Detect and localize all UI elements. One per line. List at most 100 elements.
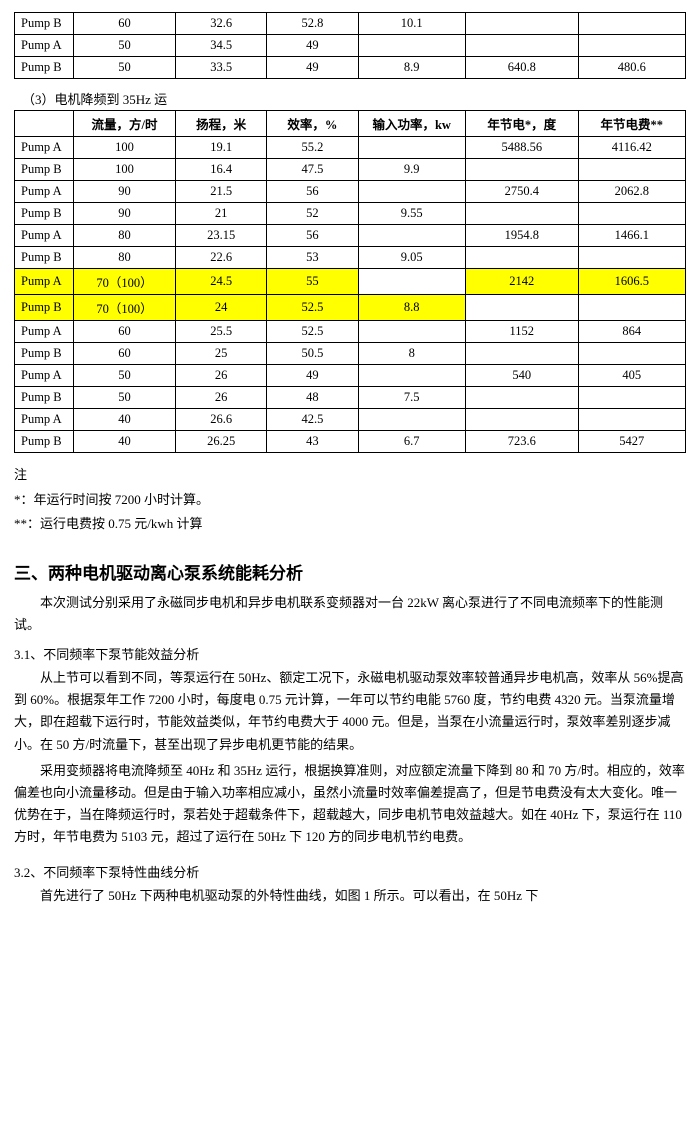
table-header-cell: 效率，% bbox=[267, 111, 358, 137]
table-cell: 8.8 bbox=[358, 295, 465, 321]
table-cell: Pump A bbox=[15, 321, 74, 343]
table-cell: 40 bbox=[74, 431, 176, 453]
table-row: Pump B6032.652.810.1 bbox=[15, 13, 686, 35]
table-cell: Pump A bbox=[15, 137, 74, 159]
table-cell: 42.5 bbox=[267, 409, 358, 431]
subsection-3-2: 3.2、不同频率下泵特性曲线分析 bbox=[14, 862, 686, 881]
table-cell bbox=[465, 247, 578, 269]
table-cell bbox=[578, 409, 685, 431]
table-cell: 50 bbox=[74, 57, 176, 79]
table-cell: 480.6 bbox=[578, 57, 685, 79]
table-cell: 26 bbox=[176, 365, 267, 387]
subsection-3-1: 3.1、不同频率下泵节能效益分析 bbox=[14, 644, 686, 663]
table-cell: 70（100） bbox=[74, 269, 176, 295]
table-cell: 640.8 bbox=[465, 57, 578, 79]
table-cell bbox=[465, 343, 578, 365]
table-header-cell: 年节电费** bbox=[578, 111, 685, 137]
table-cell: 50.5 bbox=[267, 343, 358, 365]
table-cell bbox=[465, 159, 578, 181]
table-cell: 8.9 bbox=[358, 57, 465, 79]
table-cell: Pump B bbox=[15, 387, 74, 409]
table-cell bbox=[578, 387, 685, 409]
table-2: 流量，方/时扬程，米效率，%输入功率，kw年节电*，度年节电费** Pump A… bbox=[14, 110, 686, 453]
table-cell bbox=[578, 295, 685, 321]
table-cell: Pump A bbox=[15, 365, 74, 387]
table-2-header-row: 流量，方/时扬程，米效率，%输入功率，kw年节电*，度年节电费** bbox=[15, 111, 686, 137]
table-cell: 723.6 bbox=[465, 431, 578, 453]
table-header-cell: 年节电*，度 bbox=[465, 111, 578, 137]
table-row: Pump B5033.5498.9640.8480.6 bbox=[15, 57, 686, 79]
table-header-cell bbox=[15, 111, 74, 137]
table-cell: 1152 bbox=[465, 321, 578, 343]
table-cell: 80 bbox=[74, 225, 176, 247]
table-cell: 100 bbox=[74, 159, 176, 181]
table-cell bbox=[578, 159, 685, 181]
table-cell: 49 bbox=[267, 365, 358, 387]
table-cell: 50 bbox=[74, 365, 176, 387]
table-cell bbox=[465, 203, 578, 225]
table-cell: Pump B bbox=[15, 295, 74, 321]
table-cell: 26.25 bbox=[176, 431, 267, 453]
table-cell: 16.4 bbox=[176, 159, 267, 181]
table-cell: Pump A bbox=[15, 269, 74, 295]
table-cell: 864 bbox=[578, 321, 685, 343]
notes: 注 *：年运行时间按 7200 小时计算。 **：运行电费按 0.75 元/kw… bbox=[14, 463, 686, 537]
paragraph-3-2-a: 首先进行了 50Hz 下两种电机驱动泵的外特性曲线，如图 1 所示。可以看出，在… bbox=[14, 885, 686, 907]
table-cell: 90 bbox=[74, 203, 176, 225]
table-cell: 10.1 bbox=[358, 13, 465, 35]
table-cell bbox=[578, 35, 685, 57]
table-cell: Pump A bbox=[15, 35, 74, 57]
table-cell: 540 bbox=[465, 365, 578, 387]
table-cell: 80 bbox=[74, 247, 176, 269]
paragraph-3-1-b: 采用变频器将电流降频至 40Hz 和 35Hz 运行，根据换算准则，对应额定流量… bbox=[14, 760, 686, 848]
table-cell: 60 bbox=[74, 343, 176, 365]
table-cell: 32.6 bbox=[176, 13, 267, 35]
table-row: Pump B602550.58 bbox=[15, 343, 686, 365]
table-cell: 55 bbox=[267, 269, 358, 295]
table-cell bbox=[578, 247, 685, 269]
table-row: Pump A10019.155.25488.564116.42 bbox=[15, 137, 686, 159]
section-3-title: 三、两种电机驱动离心泵系统能耗分析 bbox=[14, 559, 686, 584]
table-cell: 21 bbox=[176, 203, 267, 225]
table-cell: 90 bbox=[74, 181, 176, 203]
table-cell: Pump B bbox=[15, 203, 74, 225]
table-cell bbox=[358, 269, 465, 295]
table-row: Pump B4026.25436.7723.65427 bbox=[15, 431, 686, 453]
table-cell: 7.5 bbox=[358, 387, 465, 409]
table-cell: 25.5 bbox=[176, 321, 267, 343]
table-cell: Pump B bbox=[15, 247, 74, 269]
table-cell: 5427 bbox=[578, 431, 685, 453]
table-cell: 2750.4 bbox=[465, 181, 578, 203]
table-cell: 21.5 bbox=[176, 181, 267, 203]
table-row: Pump B8022.6539.05 bbox=[15, 247, 686, 269]
table-cell: Pump B bbox=[15, 431, 74, 453]
table-cell: Pump A bbox=[15, 225, 74, 247]
table-cell: 4116.42 bbox=[578, 137, 685, 159]
table-cell: 100 bbox=[74, 137, 176, 159]
table-cell: 60 bbox=[74, 13, 176, 35]
table-cell: 49 bbox=[267, 35, 358, 57]
table-cell: Pump B bbox=[15, 57, 74, 79]
table-cell bbox=[358, 35, 465, 57]
table-cell: Pump A bbox=[15, 409, 74, 431]
table-row: Pump B70（100）2452.58.8 bbox=[15, 295, 686, 321]
table-cell: 6.7 bbox=[358, 431, 465, 453]
table-cell: 53 bbox=[267, 247, 358, 269]
table-row: Pump A9021.5562750.42062.8 bbox=[15, 181, 686, 203]
table-cell: Pump B bbox=[15, 159, 74, 181]
table-cell: 47.5 bbox=[267, 159, 358, 181]
table-2-caption: （3）电机降频到 35Hz 运 bbox=[22, 89, 686, 108]
table-row: Pump A502649540405 bbox=[15, 365, 686, 387]
table-cell: 2142 bbox=[465, 269, 578, 295]
paragraph-3-1-a: 从上节可以看到不同，等泵运行在 50Hz、额定工况下，永磁电机驱动泵效率较普通异… bbox=[14, 667, 686, 755]
table-cell bbox=[578, 343, 685, 365]
table-cell: 23.15 bbox=[176, 225, 267, 247]
table-cell bbox=[465, 13, 578, 35]
table-cell bbox=[578, 13, 685, 35]
table-cell: 56 bbox=[267, 181, 358, 203]
table-cell: 60 bbox=[74, 321, 176, 343]
table-cell: 24 bbox=[176, 295, 267, 321]
table-cell bbox=[465, 35, 578, 57]
table-cell: 26 bbox=[176, 387, 267, 409]
table-cell: 1954.8 bbox=[465, 225, 578, 247]
